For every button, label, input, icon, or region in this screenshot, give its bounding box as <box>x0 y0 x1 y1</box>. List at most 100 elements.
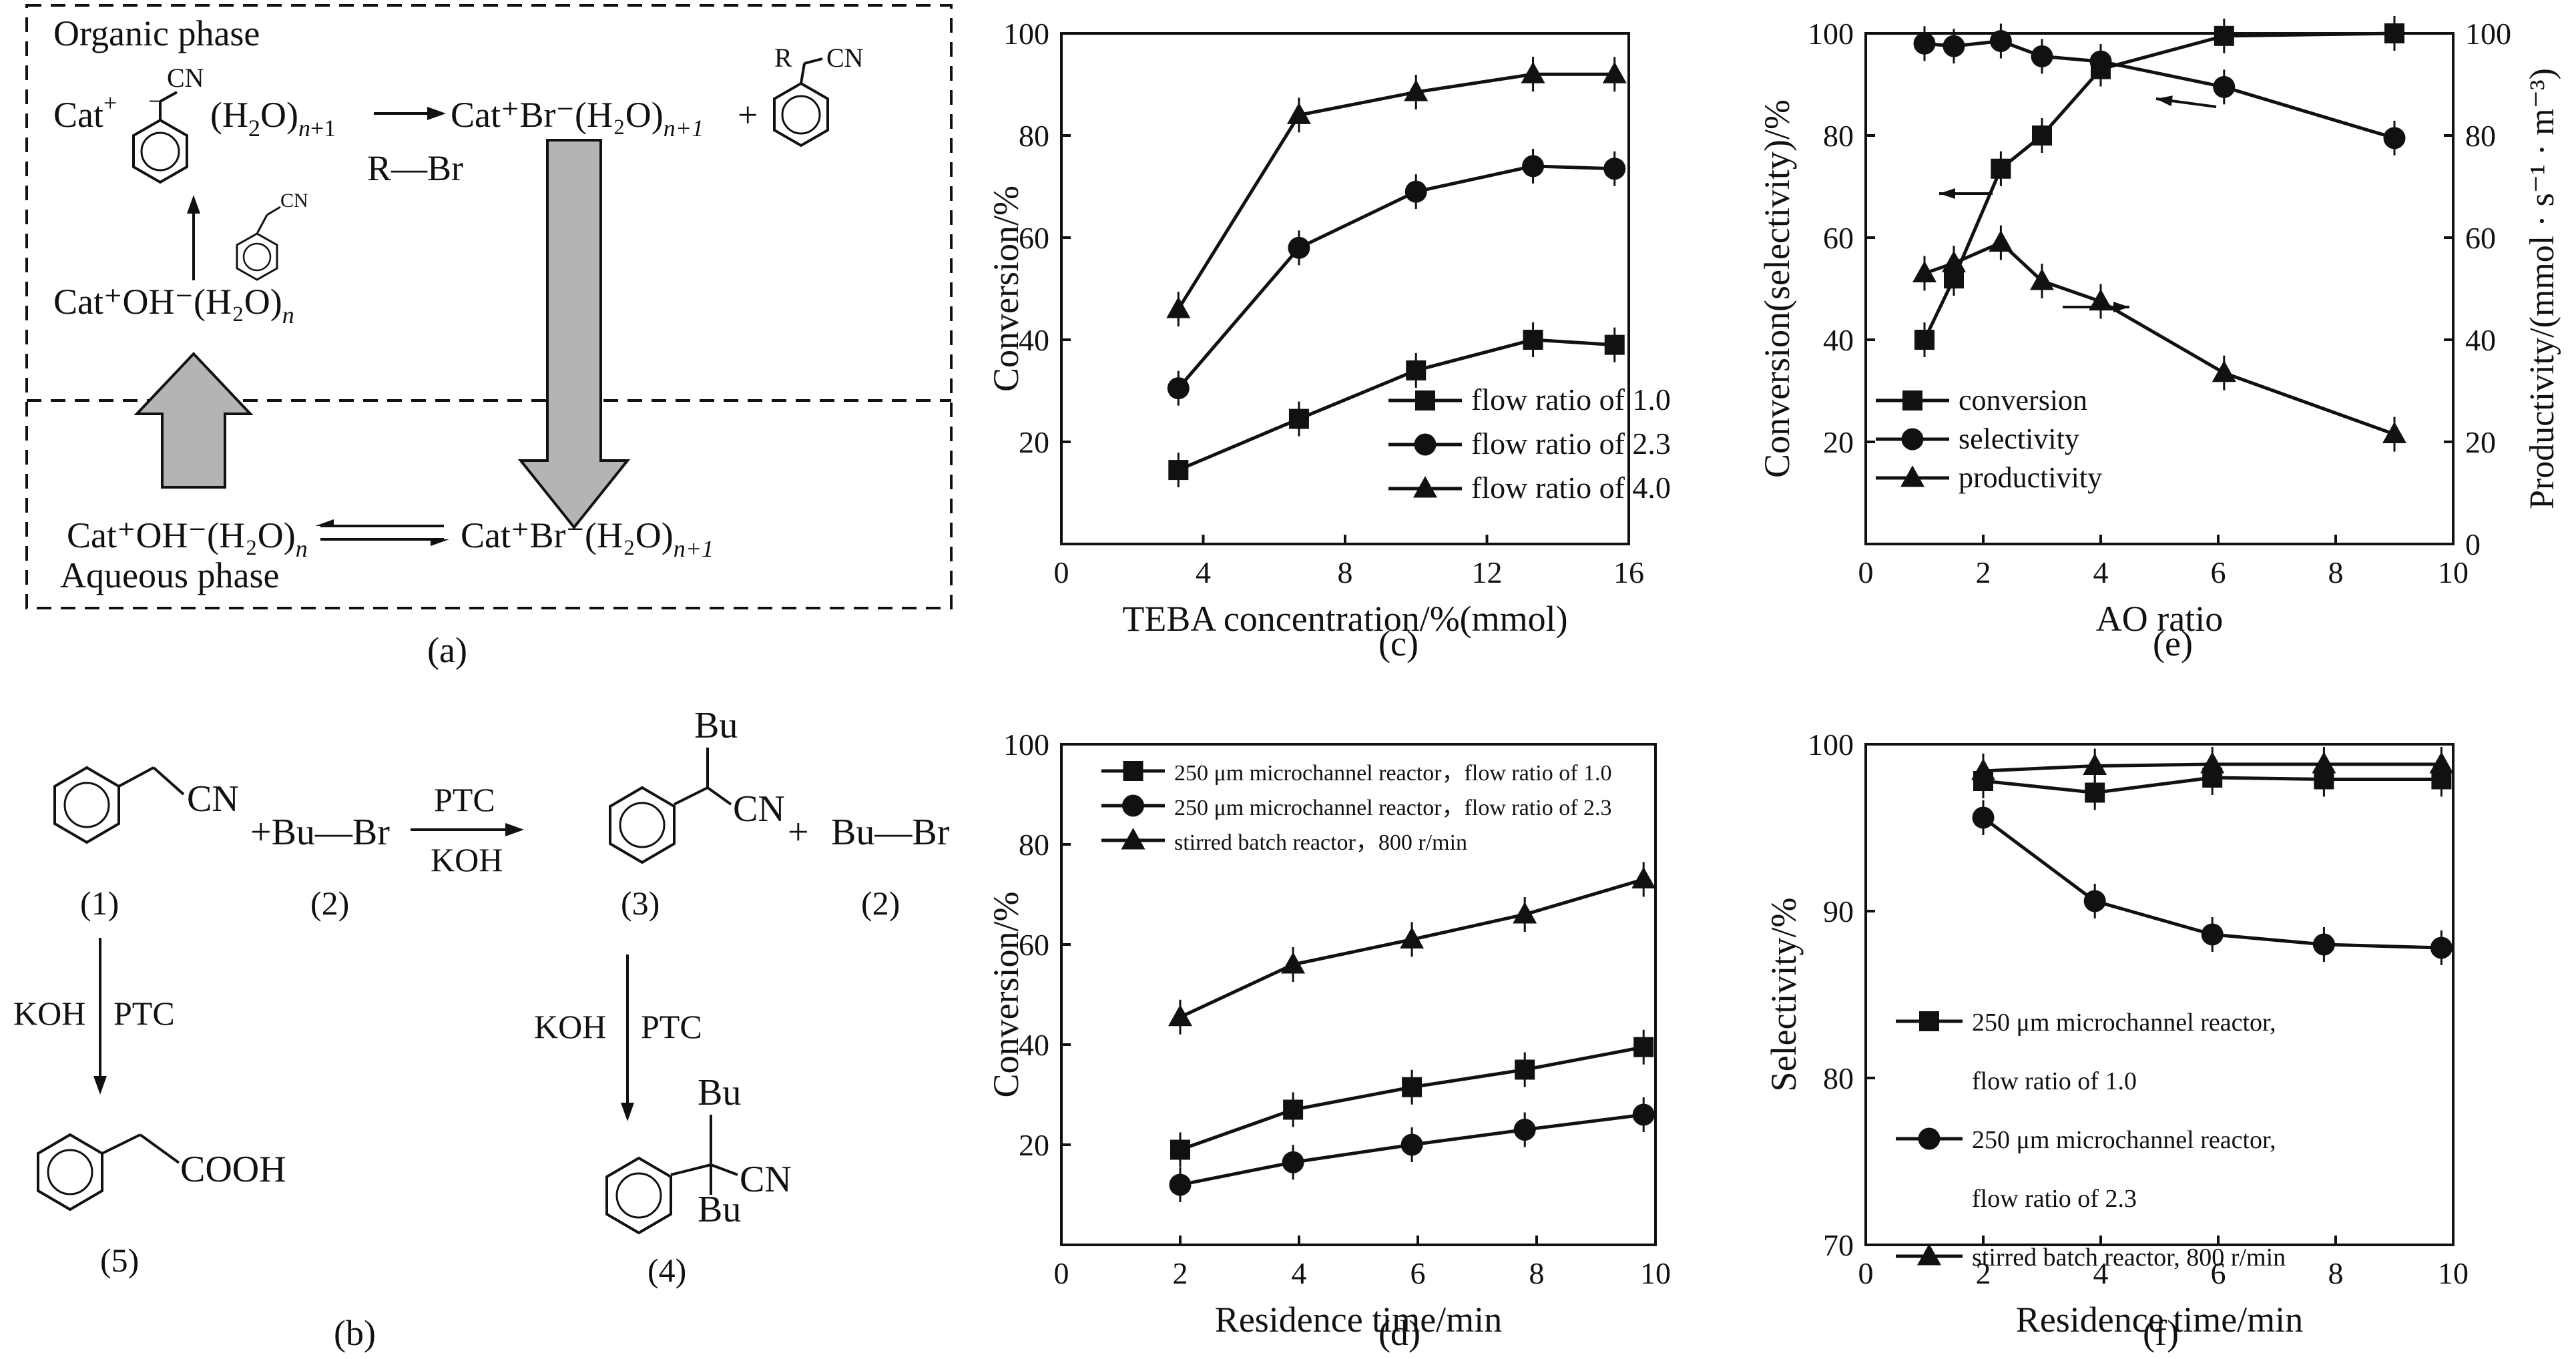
data-point-square <box>1523 330 1543 350</box>
data-point-square <box>1168 460 1189 481</box>
data-point-square <box>2384 23 2404 43</box>
y-tick-label: 60 <box>1019 221 1049 255</box>
chart-e-ao-ratio: 0 2 4 6 8 10 20 40 60 80 100 0 20 40 60 80 100 Productivi… <box>1757 16 2561 639</box>
legend-marker-circle <box>1901 428 1924 451</box>
legend-label: stirred batch reactor, 800 r/min <box>1972 1244 2286 1272</box>
data-point-square <box>1515 1059 1535 1080</box>
data-point-triangle <box>1404 79 1429 101</box>
scheme-a: Organic phase Aqueous phase Cat+ − CN (H… <box>25 4 953 670</box>
x-tick-label: 4 <box>2093 1256 2109 1290</box>
phase-transfer-arrow-up <box>134 352 254 489</box>
water-cluster-text: (H2O)n+1 <box>210 95 336 142</box>
x-tick-label: 10 <box>2438 555 2469 589</box>
plus-sign-b: + <box>788 812 809 853</box>
legend-label: stirred batch reactor，800 r/min <box>1174 830 1467 855</box>
data-point-circle <box>1404 180 1427 203</box>
phase-transfer-arrow-down <box>517 139 631 530</box>
compound-number-4: (4) <box>648 1252 686 1289</box>
legend-label: flow ratio of 1.0 <box>1471 382 1671 417</box>
cn-label-a: CN <box>167 63 204 93</box>
data-point-circle <box>1943 35 1965 57</box>
data-point-circle <box>2383 127 2406 150</box>
y-axis-label: Selectivity/% <box>1764 898 1804 1092</box>
legend-marker-triangle <box>1917 1244 1941 1266</box>
benzene-ring-3 <box>609 748 732 864</box>
legend-marker-square <box>1123 761 1143 781</box>
data-point-square <box>1991 158 2011 179</box>
y-tick-label: 100 <box>1808 17 1854 51</box>
data-point-circle <box>2089 50 2112 73</box>
data-point-triangle <box>2429 752 2454 774</box>
data-point-circle <box>1632 1103 1655 1126</box>
legend-marker-triangle <box>1413 476 1437 498</box>
plot-frame <box>1864 743 2455 1246</box>
x-tick-label: 6 <box>2211 1256 2226 1290</box>
data-point-square <box>1633 1037 1654 1057</box>
y-axis-label: Conversion/% <box>986 186 1026 392</box>
data-point-circle <box>2430 936 2453 959</box>
plot-frame <box>1060 743 1657 1246</box>
benzene-ring-1 <box>53 766 185 844</box>
data-point-square <box>1283 1099 1304 1120</box>
compound-number-5: (5) <box>100 1242 139 1279</box>
axis-pointer-arrowhead <box>2113 302 2129 312</box>
aqueous-phase-label: Aqueous phase <box>60 555 279 595</box>
y-tick-label: 100 <box>1003 17 1049 51</box>
legend-label-line2: flow ratio of 2.3 <box>1972 1185 2137 1213</box>
legend-label: 250 μm microchannel reactor, <box>1972 1009 2276 1037</box>
legend-label: flow ratio of 4.0 <box>1471 471 1671 505</box>
data-point-triangle <box>2312 752 2336 774</box>
data-point-square <box>1288 409 1309 429</box>
panel-label-f: (f) <box>2143 1313 2179 1353</box>
y-tick-label: 40 <box>1019 323 1049 357</box>
r-br-label: R—Br <box>367 148 463 188</box>
x-tick-label: 8 <box>1529 1256 1545 1290</box>
y-tick-label: 20 <box>1019 425 1049 459</box>
x-tick-label: 8 <box>2328 1256 2344 1290</box>
data-point-square <box>1604 334 1625 355</box>
data-point-circle <box>1913 32 1936 55</box>
x-tick-label: 0 <box>1054 1256 1069 1290</box>
data-point-circle <box>2201 923 2224 946</box>
legend-marker-circle <box>1122 794 1144 817</box>
plus-sign-a: + <box>738 95 758 135</box>
y-tick-label: 60 <box>1823 221 1854 255</box>
y-tick-label: 80 <box>1823 1061 1854 1095</box>
data-point-triangle <box>1513 902 1537 924</box>
bu-label-4a: Bu <box>698 1072 741 1113</box>
y-axis-label: Conversion/% <box>986 892 1026 1098</box>
x-tick-label: 2 <box>1976 1256 1991 1290</box>
reaction-arrow-b2 <box>93 938 107 1095</box>
data-point-triangle <box>1286 102 1311 124</box>
koh-label-right: KOH <box>534 1008 606 1045</box>
y-tick-label: 80 <box>1019 828 1049 862</box>
data-point-circle <box>2312 933 2335 956</box>
cn-label-4: CN <box>740 1159 792 1200</box>
data-point-triangle <box>1631 866 1656 888</box>
bu-br-text-right: Bu—Br <box>831 812 950 853</box>
y-tick-label: 20 <box>1823 425 1854 459</box>
panel-label-e: (e) <box>2153 623 2193 663</box>
data-point-circle <box>1603 158 1626 180</box>
x-axis-label: Residence time/min <box>2016 1300 2303 1340</box>
axis-pointer-arrowhead <box>2156 95 2173 107</box>
x-axis-label: Residence time/min <box>1215 1300 1502 1340</box>
y-axis-right-label: Productivity/(mmol · s⁻¹ · m⁻³) <box>2523 68 2561 509</box>
y-right-tick-label: 40 <box>2465 323 2496 357</box>
x-tick-label: 4 <box>1292 1256 1307 1290</box>
series-line-triangle <box>1177 72 1615 310</box>
svg-text:R: R <box>774 43 792 73</box>
reaction-arrow-b3 <box>621 955 634 1121</box>
legend-label: selectivity <box>1959 423 2079 455</box>
data-point-triangle <box>1989 230 2013 252</box>
benzene-ring-5 <box>37 1133 180 1211</box>
y-right-tick-label: 100 <box>2465 17 2511 51</box>
y-tick-label: 100 <box>1003 728 1049 762</box>
legend-marker-triangle <box>1900 465 1924 487</box>
benzene-ring-reagent-a: CN <box>236 190 308 281</box>
x-tick-label: 6 <box>1410 1256 1426 1290</box>
legend-marker-square <box>1415 390 1435 411</box>
compound-number-3: (3) <box>621 884 660 922</box>
data-point-triangle <box>2382 421 2406 444</box>
